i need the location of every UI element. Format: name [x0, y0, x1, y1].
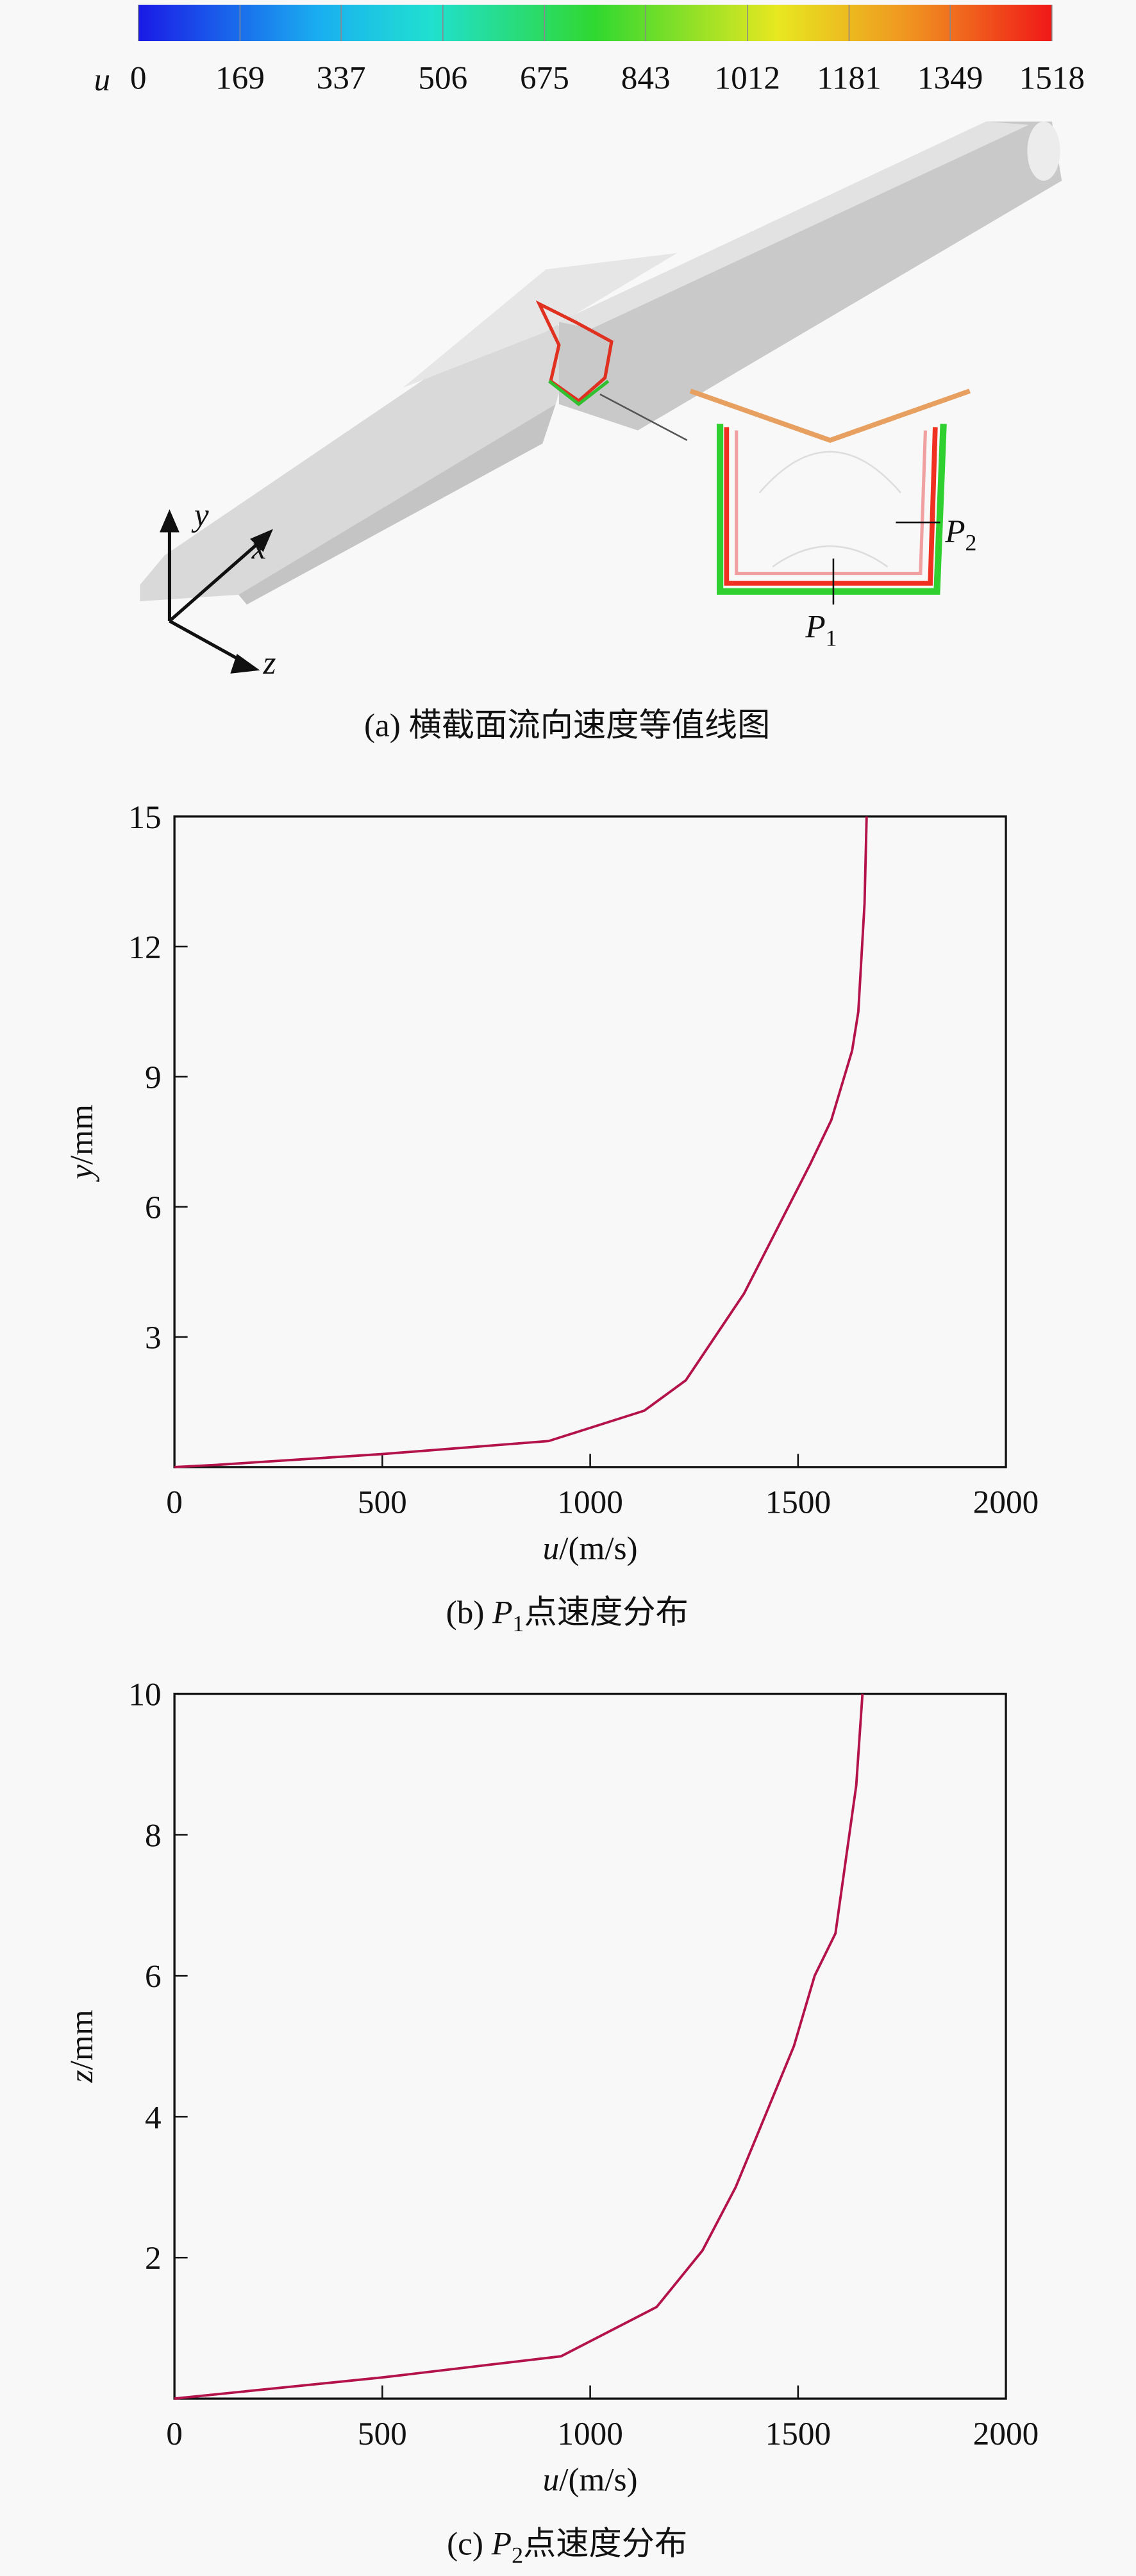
colorbar-tick-label: 843 — [621, 60, 671, 96]
colorbar-tick-label: 506 — [418, 60, 467, 96]
point-label: P1 — [805, 608, 837, 651]
colorbar-tick-label: 1012 — [715, 60, 781, 96]
data-line — [174, 816, 868, 1468]
axis-unit: /(m/s) — [559, 1530, 637, 1566]
axis-var: y — [63, 1165, 100, 1183]
axis-unit: /mm — [63, 1104, 100, 1165]
x-tick-label: 1500 — [765, 2416, 831, 2452]
plot-frame — [173, 1692, 1007, 2400]
x-axis-label: u/(m/s) — [543, 2462, 638, 2498]
caption-suffix: 点速度分布 — [524, 1594, 689, 1631]
x-axis-label: u/(m/s) — [543, 1530, 638, 1566]
geometry — [140, 121, 1062, 674]
caption-suffix: 点速度分布 — [523, 2526, 687, 2563]
y-tick-label: 2 — [145, 2240, 162, 2277]
colorbar-tick-label: 169 — [215, 60, 265, 96]
y-tick-label: 15 — [128, 799, 161, 836]
y-tick-label: 6 — [145, 1190, 162, 1226]
y-tick-label: 8 — [145, 1817, 162, 1854]
caption-prefix: (b) — [446, 1594, 493, 1631]
x-tick-label: 2000 — [973, 2416, 1039, 2452]
y-axis-label: y/mm — [63, 1104, 100, 1183]
x-tick-label: 1000 — [557, 2416, 623, 2452]
point-sub: 2 — [965, 530, 977, 556]
colorbar-tick-label: 675 — [520, 60, 569, 96]
y-tick-label: 12 — [128, 929, 161, 966]
colorbar-tick-label: 1181 — [817, 60, 881, 96]
x-tick-label: 0 — [166, 2416, 183, 2452]
caption: (c) P2点速度分布 — [447, 2526, 687, 2568]
x-tick-label: 500 — [358, 2416, 407, 2452]
caption: (a) 横截面流向速度等值线图 — [364, 707, 770, 744]
colorbar — [138, 4, 1052, 42]
caption-prefix: (c) — [447, 2526, 492, 2563]
x-tick-label: 500 — [358, 1484, 407, 1521]
axis-var: u — [543, 1530, 560, 1566]
plot-frame — [173, 815, 1007, 1468]
axis-label: y — [191, 497, 209, 533]
x-tick-label: 0 — [166, 1484, 183, 1521]
y-tick-label: 3 — [145, 1320, 162, 1356]
colorbar-tick-label: 337 — [317, 60, 366, 96]
y-tick-label: 6 — [145, 1958, 162, 1995]
axis-var: z — [63, 2070, 100, 2083]
caption-var: P — [492, 1594, 512, 1631]
axis-label: x — [251, 529, 267, 566]
axis-unit: /mm — [63, 2009, 100, 2070]
data-line — [174, 1693, 864, 2400]
caption: (b) P1点速度分布 — [446, 1594, 689, 1636]
x-tick-label: 2000 — [973, 1484, 1039, 1521]
y-tick-label: 4 — [145, 2099, 162, 2136]
caption-sub: 2 — [512, 2542, 523, 2568]
colorbar-tick-label: 1518 — [1019, 60, 1085, 96]
y-tick-label: 9 — [145, 1059, 162, 1096]
point-sub: 1 — [826, 625, 837, 651]
colorbar-tick-label: 0 — [130, 60, 147, 96]
caption-sub: 1 — [513, 1611, 524, 1636]
colorbar-tick-label: 1349 — [917, 60, 983, 96]
colorbar-label: u — [94, 62, 111, 98]
y-axis-label: z/mm — [63, 2009, 100, 2083]
point-var: P — [944, 513, 965, 550]
axis-label: z — [263, 645, 276, 681]
point-var: P — [805, 608, 825, 645]
x-tick-label: 1500 — [765, 1484, 831, 1521]
axis-unit: /(m/s) — [559, 2462, 637, 2498]
caption-var: P — [491, 2526, 512, 2563]
axis-var: u — [543, 2462, 560, 2498]
y-tick-label: 10 — [128, 1677, 161, 1713]
x-tick-label: 1000 — [557, 1484, 623, 1521]
point-label: P2 — [944, 513, 976, 556]
